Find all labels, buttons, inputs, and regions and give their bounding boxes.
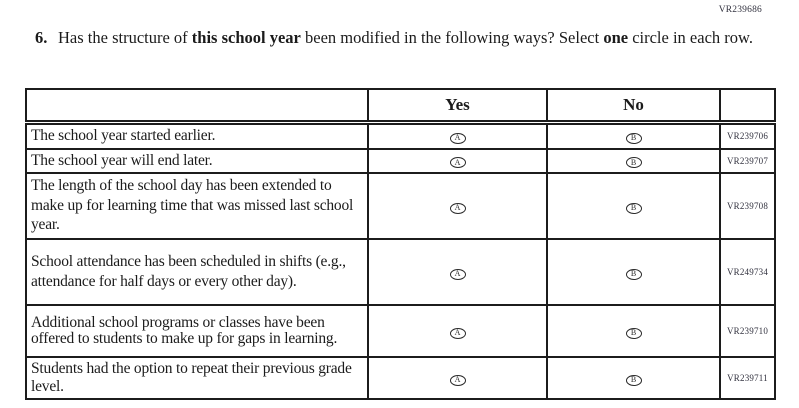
yes-option-cell: A — [367, 238, 548, 306]
row-accession-code: VR239707 — [719, 147, 776, 174]
yes-response-bubble[interactable]: A — [449, 157, 466, 169]
row-statement: School attendance has been scheduled in … — [25, 238, 369, 306]
table-row: Students had the option to repeat their … — [25, 356, 776, 400]
question-text-bold-segment: one — [603, 28, 629, 47]
yes-response-bubble[interactable]: A — [449, 132, 466, 144]
page-accession-code: VR239686 — [718, 5, 762, 15]
no-response-bubble[interactable]: B — [625, 157, 642, 169]
row-statement: The length of the school day has been ex… — [25, 172, 369, 240]
statement-column-header — [25, 88, 369, 125]
no-option-cell: B — [546, 147, 721, 174]
no-response-bubble[interactable]: B — [625, 132, 642, 144]
table-row: Additional school programs or classes ha… — [25, 304, 776, 358]
no-response-bubble[interactable]: B — [625, 202, 642, 214]
yes-response-bubble[interactable]: A — [449, 202, 466, 214]
yes-option-cell: A — [367, 147, 548, 174]
row-accession-code: VR239710 — [719, 304, 776, 358]
row-accession-code: VR239706 — [719, 121, 776, 150]
response-table: Yes No The school year started earlier. A… — [25, 88, 776, 400]
table-row: School attendance has been scheduled in … — [25, 238, 776, 306]
table-row: The school year started earlier. A B VR2397… — [25, 121, 776, 150]
yes-column-header: Yes — [367, 88, 548, 125]
question-text-segment: been modified in the following ways? Sel… — [300, 28, 604, 47]
row-statement: The school year will end later. — [25, 147, 369, 174]
row-accession-code: VR249734 — [719, 238, 776, 306]
row-statement: Students had the option to repeat their … — [25, 356, 369, 400]
no-response-bubble[interactable]: B — [625, 327, 642, 339]
yes-option-cell: A — [367, 356, 548, 400]
row-statement: Additional school programs or classes ha… — [25, 304, 369, 358]
table-row: The length of the school day has been ex… — [25, 172, 776, 240]
no-response-bubble[interactable]: B — [625, 374, 642, 386]
question-block: 6. Has the structure of this school year… — [35, 28, 755, 47]
question-text-segment: Has the structure of — [58, 28, 192, 47]
yes-response-bubble[interactable]: A — [449, 374, 466, 386]
yes-response-bubble[interactable]: A — [449, 268, 466, 280]
table-body: The school year started earlier. A B VR2397… — [25, 121, 776, 400]
question-number: 6. — [35, 28, 48, 47]
yes-option-cell: A — [367, 172, 548, 240]
no-option-cell: B — [546, 121, 721, 150]
no-response-bubble[interactable]: B — [625, 268, 642, 280]
code-column-header — [719, 88, 776, 125]
no-option-cell: B — [546, 172, 721, 240]
yes-response-bubble[interactable]: A — [449, 327, 466, 339]
row-accession-code: VR239711 — [719, 356, 776, 400]
question-text: Has the structure of this school year be… — [58, 28, 755, 47]
question-text-bold-segment: this school year — [191, 28, 301, 47]
row-accession-code: VR239708 — [719, 172, 776, 240]
no-option-cell: B — [546, 304, 721, 358]
question-text-segment: circle in each row. — [628, 28, 753, 47]
row-statement: The school year started earlier. — [25, 121, 369, 150]
no-option-cell: B — [546, 356, 721, 400]
no-option-cell: B — [546, 238, 721, 306]
yes-option-cell: A — [367, 304, 548, 358]
table-header: Yes No — [25, 88, 776, 125]
no-column-header: No — [546, 88, 721, 125]
yes-option-cell: A — [367, 121, 548, 150]
table-row: The school year will end later. A B VR23970… — [25, 147, 776, 174]
